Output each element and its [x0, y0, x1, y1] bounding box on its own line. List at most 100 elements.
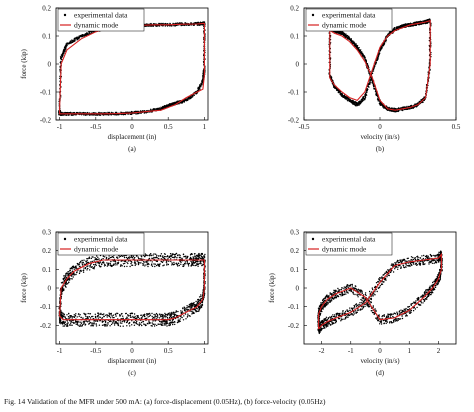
data-point: [341, 31, 343, 33]
data-point: [197, 306, 200, 309]
data-point: [119, 325, 122, 327]
data-point: [359, 101, 362, 103]
data-point: [126, 316, 128, 318]
y-tick-label: 0: [48, 61, 52, 69]
data-point: [138, 324, 140, 326]
data-point: [142, 264, 144, 267]
data-point: [126, 265, 128, 268]
data-point: [92, 31, 94, 33]
data-point: [166, 255, 169, 257]
data-point: [68, 277, 70, 279]
data-point: [157, 316, 159, 318]
data-point: [177, 265, 179, 267]
panel-caption: (c): [128, 369, 136, 377]
y-tick-label: 0.1: [290, 33, 299, 41]
data-point: [354, 105, 357, 107]
data-point: [160, 107, 163, 109]
data-point: [129, 265, 131, 268]
data-point: [136, 113, 138, 115]
data-point: [179, 254, 181, 257]
data-point: [385, 41, 387, 43]
data-point: [171, 256, 174, 258]
data-point: [158, 317, 161, 319]
x-tick-label: 0: [130, 347, 134, 355]
data-point: [93, 263, 95, 266]
data-point: [75, 273, 77, 276]
data-point: [170, 312, 173, 315]
y-tick-label: 0: [48, 285, 52, 293]
data-point: [89, 266, 91, 268]
data-point: [81, 264, 84, 266]
data-point: [104, 256, 106, 258]
data-point: [129, 316, 132, 318]
data-point: [137, 112, 140, 115]
data-point: [375, 61, 377, 63]
data-point: [193, 305, 195, 308]
data-point: [148, 322, 150, 324]
data-point: [370, 77, 373, 80]
data-point: [166, 263, 168, 265]
data-point: [346, 99, 348, 101]
data-point: [176, 321, 179, 324]
data-point: [107, 114, 110, 116]
data-point: [110, 111, 113, 114]
data-point: [179, 318, 181, 320]
data-point: [134, 256, 136, 259]
data-point: [200, 294, 202, 296]
legend-marker-experimental: [311, 13, 315, 17]
data-point: [91, 260, 94, 263]
data-point: [156, 254, 158, 256]
data-point: [82, 271, 85, 273]
data-point: [365, 91, 367, 93]
data-point: [87, 111, 89, 114]
data-point: [377, 58, 379, 61]
data-point: [64, 284, 66, 286]
data-point: [183, 309, 186, 312]
data-point: [75, 111, 78, 114]
data-point: [62, 54, 64, 56]
data-point: [172, 323, 174, 326]
data-point: [403, 108, 405, 111]
data-point: [98, 258, 100, 260]
data-point: [154, 263, 156, 265]
data-point: [119, 320, 122, 322]
data-point: [361, 55, 364, 57]
data-point: [63, 288, 65, 290]
data-point: [161, 315, 163, 318]
data-point: [196, 260, 198, 263]
data-point: [198, 256, 201, 258]
data-point: [137, 256, 139, 258]
data-point: [149, 314, 152, 316]
data-point: [202, 75, 204, 77]
data-point: [93, 268, 95, 270]
data-point: [150, 254, 152, 257]
data-point: [143, 110, 146, 112]
data-point: [107, 111, 109, 114]
data-point: [167, 258, 169, 260]
data-point: [63, 52, 65, 54]
data-point: [131, 264, 134, 266]
data-point: [196, 303, 198, 305]
data-point: [187, 305, 189, 308]
data-point: [187, 313, 189, 315]
data-point: [346, 37, 348, 39]
data-point: [379, 101, 381, 104]
data-point: [358, 104, 360, 106]
data-point: [135, 113, 137, 115]
data-point: [183, 101, 185, 103]
data-point: [344, 36, 346, 38]
data-point: [199, 23, 202, 26]
data-point: [124, 262, 126, 265]
data-point: [62, 289, 65, 291]
data-point: [119, 265, 122, 267]
data-point: [65, 286, 67, 288]
data-point: [89, 269, 91, 271]
x-tick-label: 0: [130, 123, 134, 131]
data-point: [161, 261, 164, 264]
data-point: [122, 315, 124, 317]
data-point: [65, 274, 67, 276]
data-point: [180, 263, 182, 265]
data-point: [172, 321, 174, 324]
data-point: [184, 308, 186, 310]
data-point: [60, 60, 62, 63]
